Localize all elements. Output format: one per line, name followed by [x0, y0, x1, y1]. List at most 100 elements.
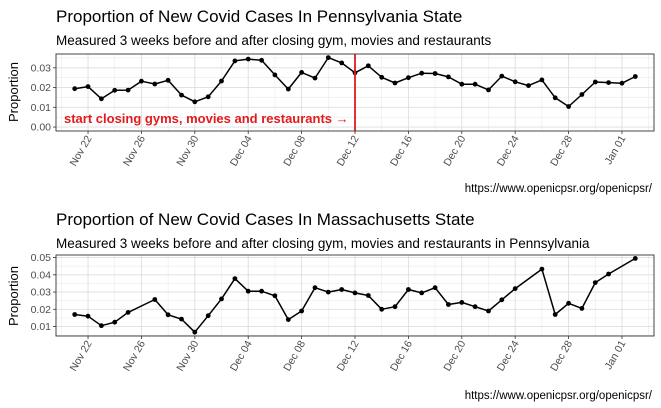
- data-point: [352, 290, 358, 296]
- data-point: [339, 60, 345, 66]
- data-point: [205, 313, 211, 319]
- data-point: [365, 293, 371, 298]
- data-point: [232, 58, 238, 64]
- data-point: [85, 84, 91, 89]
- data-point: [566, 104, 571, 109]
- x-tick-label: Dec 20: [441, 133, 468, 168]
- data-point: [219, 78, 224, 84]
- data-point: [499, 73, 505, 79]
- data-point: [99, 96, 104, 102]
- data-point: [112, 319, 118, 325]
- x-tick-label: Dec 08: [281, 338, 308, 373]
- x-tick-label: Nov 22: [68, 133, 95, 168]
- plot-border: [55, 254, 655, 337]
- chart-caption: https://www.openicpsr.org/openicpsr/: [465, 390, 653, 402]
- data-point: [419, 290, 425, 296]
- data-point: [299, 70, 304, 75]
- data-point: [472, 304, 478, 310]
- y-tick-label: 0.02: [31, 82, 52, 94]
- data-point: [472, 81, 478, 87]
- x-tick-label: Dec 08: [281, 133, 308, 168]
- event-annotation: start closing gyms, movies and restauran…: [64, 111, 349, 126]
- data-point: [552, 312, 558, 317]
- data-point: [432, 71, 438, 76]
- data-point: [125, 310, 131, 315]
- plot-border: [55, 53, 655, 132]
- data-point: [152, 297, 158, 302]
- data-point: [339, 287, 345, 292]
- x-tick-label: Nov 22: [68, 338, 95, 373]
- data-point: [312, 75, 318, 81]
- data-point: [632, 74, 638, 79]
- data-point: [392, 80, 398, 86]
- x-tick-label: Dec 28: [548, 133, 575, 168]
- y-tick-label: 0.04: [31, 269, 52, 281]
- data-point: [285, 317, 291, 322]
- data-point: [459, 300, 465, 305]
- data-point: [179, 92, 184, 98]
- data-point: [325, 55, 331, 60]
- data-point: [406, 75, 411, 81]
- data-point: [139, 78, 144, 84]
- chart-subtitle: Measured 3 weeks before and after closin…: [56, 236, 590, 251]
- data-point: [632, 256, 638, 261]
- x-tick-label: Dec 28: [548, 338, 575, 373]
- x-tick-label: Nov 26: [121, 338, 148, 373]
- series-line: [74, 257, 636, 333]
- data-point: [232, 276, 238, 281]
- data-point: [219, 296, 224, 302]
- data-point: [566, 300, 571, 306]
- data-point: [592, 79, 598, 85]
- data-point: [72, 86, 78, 92]
- data-point: [245, 56, 251, 62]
- data-point: [112, 87, 118, 93]
- data-point: [272, 293, 278, 299]
- y-axis-title: Proportion: [6, 62, 21, 122]
- data-point: [272, 72, 278, 78]
- y-tick-label: 0.03: [31, 62, 52, 74]
- y-tick-label: 0.05: [31, 252, 52, 264]
- data-point: [419, 70, 425, 76]
- data-point: [259, 288, 264, 294]
- data-point: [152, 81, 158, 87]
- chart-title: Proportion of New Covid Cases In Massach…: [56, 210, 475, 229]
- data-point: [192, 329, 198, 335]
- y-tick-label: 0.01: [31, 321, 52, 333]
- x-tick-label: Jan 01: [602, 338, 628, 371]
- data-point: [125, 87, 131, 93]
- data-point: [72, 312, 78, 317]
- data-point: [406, 287, 411, 292]
- x-tick-label: Nov 26: [121, 133, 148, 168]
- chart-subtitle: Measured 3 weeks before and after closin…: [56, 33, 491, 48]
- data-point: [606, 80, 611, 85]
- x-tick-label: Dec 04: [228, 133, 255, 168]
- data-point: [499, 297, 505, 303]
- data-point: [486, 308, 491, 314]
- x-tick-label: Jan 01: [602, 133, 628, 166]
- x-tick-label: Dec 24: [495, 338, 522, 373]
- x-tick-label: Nov 30: [174, 338, 201, 373]
- data-point: [526, 83, 531, 88]
- data-point: [165, 77, 171, 83]
- data-point: [379, 74, 385, 80]
- data-point: [539, 77, 545, 83]
- data-point: [365, 63, 371, 69]
- data-point: [432, 285, 438, 291]
- chart-pennsylvania: Proportion of New Covid Cases In Pennsyl…: [6, 7, 655, 195]
- data-point: [165, 312, 171, 318]
- data-point: [592, 280, 598, 285]
- data-point: [459, 81, 465, 87]
- data-point: [579, 306, 585, 311]
- data-point: [379, 306, 385, 312]
- y-axis-title: Proportion: [6, 266, 21, 326]
- data-point: [285, 86, 291, 92]
- data-point: [552, 95, 558, 101]
- data-point: [539, 266, 545, 272]
- x-tick-label: Dec 16: [388, 338, 415, 373]
- chart-massachusetts: Proportion of New Covid Cases In Massach…: [6, 210, 655, 402]
- y-tick-label: 0.00: [31, 122, 52, 134]
- data-point: [392, 304, 398, 310]
- data-point: [619, 80, 625, 86]
- data-point: [99, 323, 104, 329]
- data-point: [192, 99, 198, 105]
